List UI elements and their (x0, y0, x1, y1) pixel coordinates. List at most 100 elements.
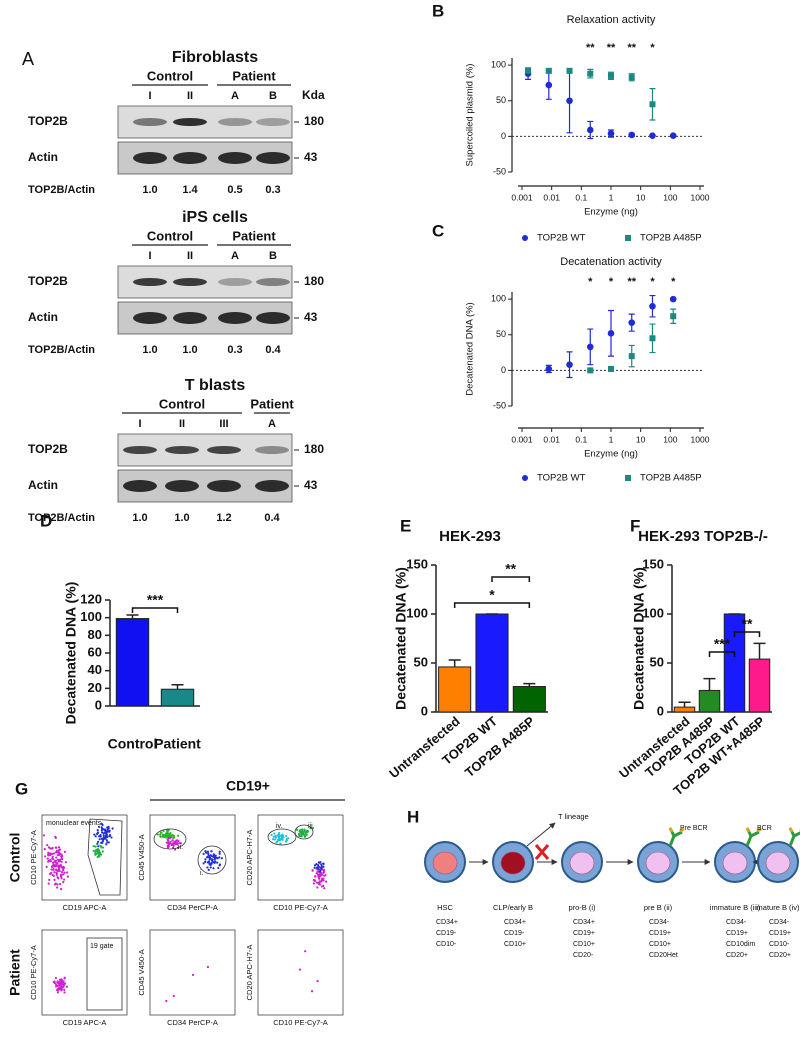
stage-marker: CD19+ (649, 930, 671, 937)
stage-marker: CD19+ (769, 930, 791, 937)
event-dot (303, 828, 306, 831)
y-axis-title: CD20 APC-H7-A (245, 945, 254, 1001)
error-bar (753, 642, 766, 660)
event-dot (320, 866, 323, 869)
blot-band (255, 446, 289, 454)
blot-band (133, 312, 167, 324)
blot-band (173, 312, 207, 324)
event-dot (220, 857, 223, 860)
event-dot (272, 835, 275, 838)
data-point (586, 126, 594, 134)
significance-star: * (489, 587, 495, 603)
event-dot (273, 832, 276, 835)
arrow (526, 822, 556, 847)
event-dot (318, 883, 321, 886)
gate-label: ii. (178, 844, 183, 851)
row-label: Actin (28, 310, 58, 324)
stage-marker: CD10+ (649, 941, 671, 948)
chart-title: HEK-293 TOP2B-/- (638, 528, 768, 545)
event-dot (320, 885, 324, 888)
event-dot (56, 851, 59, 854)
lane-label: III (219, 418, 228, 430)
event-dot (50, 871, 53, 874)
plot-frame (257, 814, 344, 901)
stage-marker: CD34- (726, 919, 747, 926)
event-dot (214, 860, 217, 863)
significance-bracket (453, 602, 531, 608)
event-dot (169, 836, 172, 840)
x-axis-title: CD34 PerCP-A (167, 1018, 218, 1027)
event-dot (165, 835, 168, 838)
event-dot (59, 887, 63, 891)
cell-nucleus (500, 851, 526, 875)
event-dot (279, 837, 283, 840)
stage-marker: CD20Het (649, 952, 678, 959)
event-dot (47, 851, 50, 854)
event-dot (53, 980, 56, 983)
y-tick-label: 0 (501, 365, 506, 375)
stage-name: pre B (ii) (644, 903, 673, 912)
event-dot (99, 835, 102, 838)
event-dot (298, 830, 301, 833)
event-dot (62, 881, 65, 884)
panel-label: G (15, 779, 28, 798)
panel-label: H (407, 807, 419, 826)
event-dot (204, 860, 207, 864)
event-dot (49, 847, 52, 850)
y-axis-title: Decatenated DNA (%) (393, 567, 409, 710)
event-dot (46, 844, 49, 847)
kda-label: 43 (304, 310, 318, 324)
event-dot (311, 869, 314, 872)
y-axis-title: CD45 V450-A (137, 949, 146, 995)
event-dot (100, 822, 103, 825)
event-dot (98, 838, 101, 841)
legend-label: TOP2B A485P (640, 473, 702, 484)
data-point (545, 67, 552, 74)
blot-title: iPS cells (182, 209, 248, 226)
panel-label: A (22, 49, 34, 69)
y-tick-label: 120 (80, 591, 102, 606)
event-dot (96, 828, 99, 832)
event-dot (53, 883, 57, 886)
event-dot (101, 850, 104, 853)
y-tick-label: 100 (80, 609, 102, 624)
significance-bracket (708, 651, 736, 657)
data-point (649, 302, 656, 310)
data-point (525, 67, 532, 74)
event-dot (214, 856, 217, 859)
blot-band (256, 278, 290, 286)
significance-bracket (733, 631, 761, 637)
event-dot (270, 833, 273, 837)
event-dot (212, 867, 215, 870)
stage-marker: CD20+ (726, 952, 748, 959)
event-dot (324, 874, 327, 877)
event-dot (315, 881, 318, 884)
event-dot (317, 876, 321, 879)
event-dot (209, 866, 212, 869)
event-dot (218, 856, 221, 859)
significance-star: * (609, 276, 614, 288)
event-dot (60, 980, 64, 983)
stage-name: mature B (iv) (757, 903, 800, 912)
data-point (670, 313, 677, 320)
significance-star: ** (607, 42, 616, 54)
event-dot (303, 835, 307, 838)
event-dot (59, 986, 62, 989)
event-dot (60, 874, 63, 877)
event-dot (50, 868, 53, 871)
event-dot (175, 839, 179, 842)
stage-marker: CD19- (436, 930, 457, 937)
lane-label: II (187, 90, 193, 102)
lane-label: A (231, 90, 239, 102)
event-dot (98, 850, 101, 853)
y-tick-label: 100 (491, 294, 506, 304)
data-point (566, 67, 573, 74)
event-dot (298, 833, 301, 836)
event-dot (54, 976, 57, 980)
data-point (545, 81, 553, 89)
stage-name: immature B (iii) (710, 903, 761, 912)
event-dot (52, 852, 56, 855)
event-dot (103, 829, 106, 832)
event-dot (59, 865, 63, 868)
ratio-value: 0.3 (265, 184, 280, 196)
